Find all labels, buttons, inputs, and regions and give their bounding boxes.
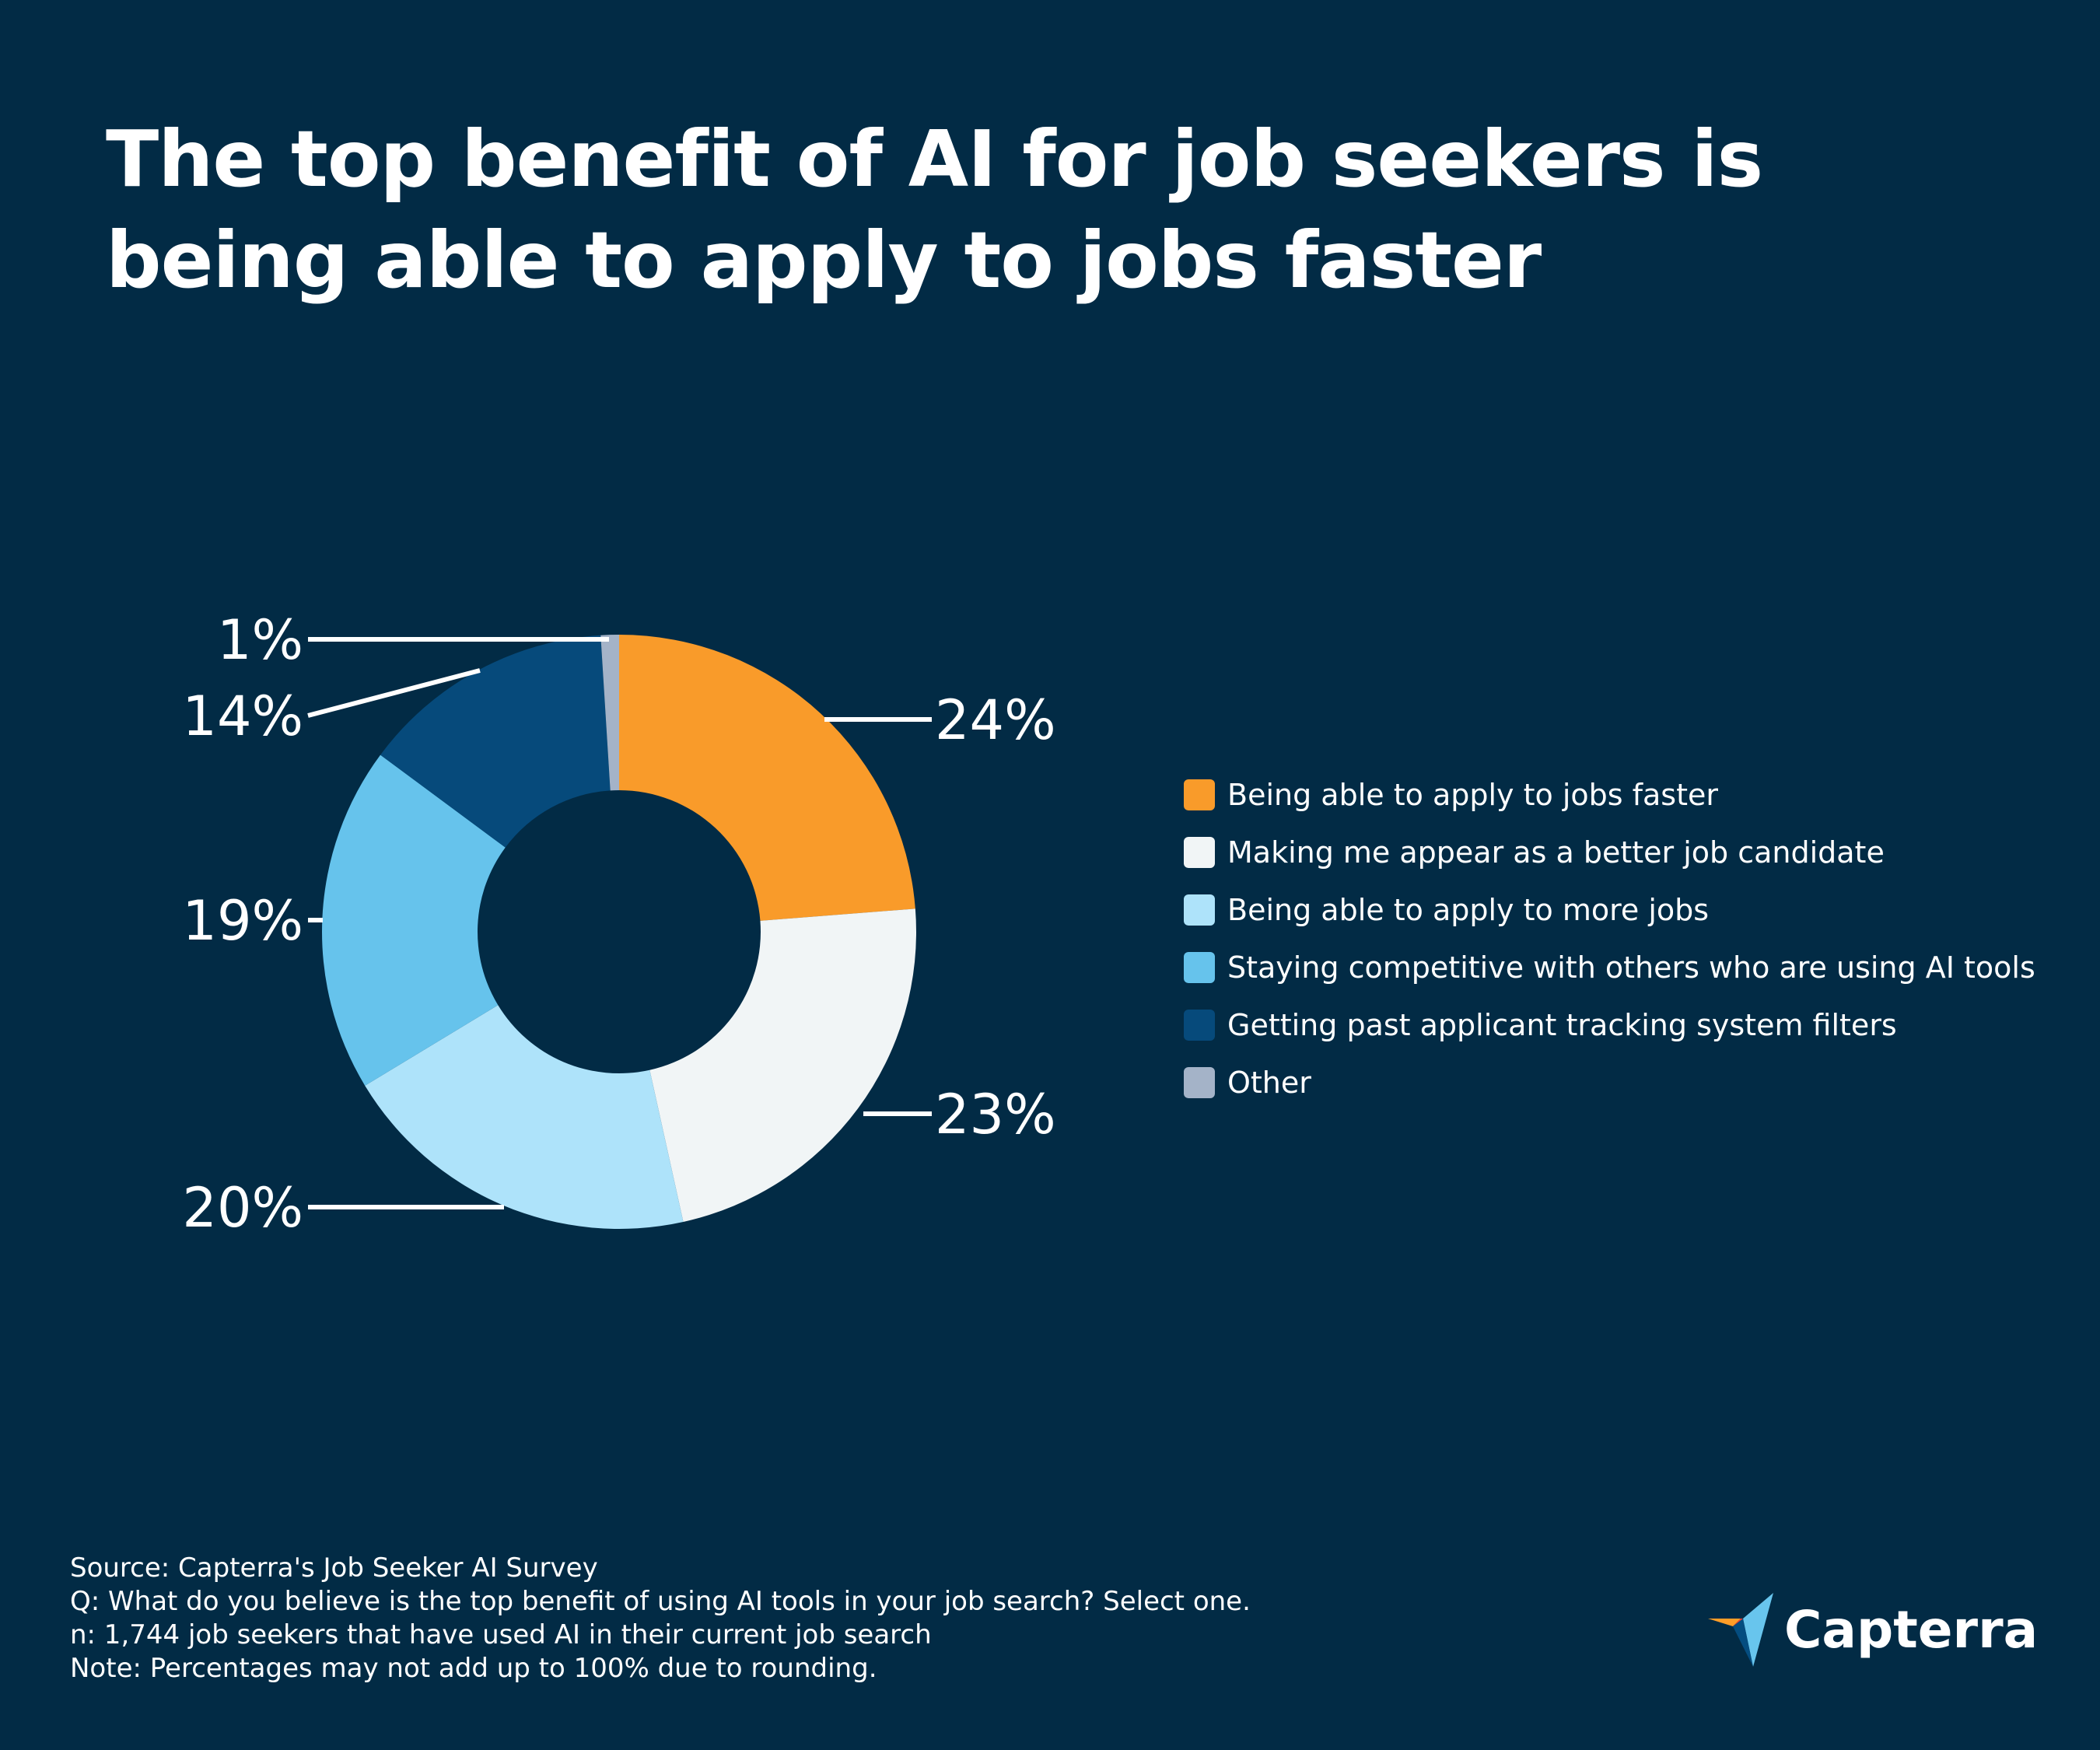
chart-footer: Source: Capterra's Job Seeker AI Survey … xyxy=(70,1552,1251,1685)
chart-legend: Being able to apply to jobs faster Making… xyxy=(1184,766,2035,1111)
capterra-logo-text: Capterra xyxy=(1784,1600,2039,1660)
legend-swatch xyxy=(1184,1010,1215,1041)
legend-item-being-able-to-apply-to-more-jobs: Being able to apply to more jobs xyxy=(1184,881,2035,939)
source-note: Source: Capterra's Job Seeker AI Survey xyxy=(70,1552,598,1584)
data-label-making-me-appear-as-a-better-job-candidate: 23% xyxy=(935,1083,1056,1146)
leader-line-getting-past-applicant-tracking-system-filters xyxy=(307,668,481,718)
legend-swatch xyxy=(1184,952,1215,983)
legend-swatch xyxy=(1184,894,1215,926)
legend-label: Being able to apply to jobs faster xyxy=(1227,778,1718,812)
legend-swatch xyxy=(1184,837,1215,868)
donut-slice-staying-competitive-with-others-who-are-using-ai-tools xyxy=(321,754,506,1086)
donut-slice-being-able-to-apply-to-more-jobs xyxy=(365,1005,684,1229)
donut-slice-getting-past-applicant-tracking-system-filters xyxy=(380,635,611,848)
legend-label: Other xyxy=(1227,1066,1311,1100)
data-label-staying-competitive-with-others-who-are-using-ai-tools: 19% xyxy=(182,889,303,953)
legend-swatch xyxy=(1184,1067,1215,1098)
donut-slice-making-me-appear-as-a-better-job-candidate xyxy=(649,908,916,1222)
legend-item-staying-competitive-with-others-who-are-using-ai-tools: Staying competitive with others who are … xyxy=(1184,939,2035,996)
data-label-other: 1% xyxy=(217,608,303,672)
legend-label: Making me appear as a better job candida… xyxy=(1227,835,1885,870)
capterra-logo: Capterra xyxy=(1708,1593,2038,1667)
page-title: The top benefit of AI for job seekers is… xyxy=(106,114,1763,306)
legend-item-other: Other xyxy=(1184,1054,2035,1111)
legend-item-making-me-appear-as-a-better-job-candidate: Making me appear as a better job candida… xyxy=(1184,824,2035,881)
donut-slice-being-able-to-apply-to-jobs-faster xyxy=(619,635,915,921)
legend-label: Being able to apply to more jobs xyxy=(1227,893,1710,927)
sample-size-note: n: 1,744 job seekers that have used AI i… xyxy=(70,1619,932,1650)
legend-swatch xyxy=(1184,779,1215,810)
rounding-note: Note: Percentages may not add up to 100%… xyxy=(70,1653,877,1684)
legend-item-getting-past-applicant-tracking-system-filters: Getting past applicant tracking system f… xyxy=(1184,996,2035,1054)
capterra-logo-icon xyxy=(1708,1593,1773,1667)
legend-label: Getting past applicant tracking system f… xyxy=(1227,1008,1897,1042)
survey-question: Q: What do you believe is the top benefi… xyxy=(70,1586,1251,1617)
data-label-being-able-to-apply-to-more-jobs: 20% xyxy=(182,1176,303,1240)
data-label-being-able-to-apply-to-jobs-faster: 24% xyxy=(935,688,1056,752)
legend-item-being-able-to-apply-to-jobs-faster: Being able to apply to jobs faster xyxy=(1184,766,2035,824)
legend-label: Staying competitive with others who are … xyxy=(1227,950,2035,985)
data-label-getting-past-applicant-tracking-system-filters: 14% xyxy=(182,684,303,748)
donut-slice-other xyxy=(600,635,619,791)
